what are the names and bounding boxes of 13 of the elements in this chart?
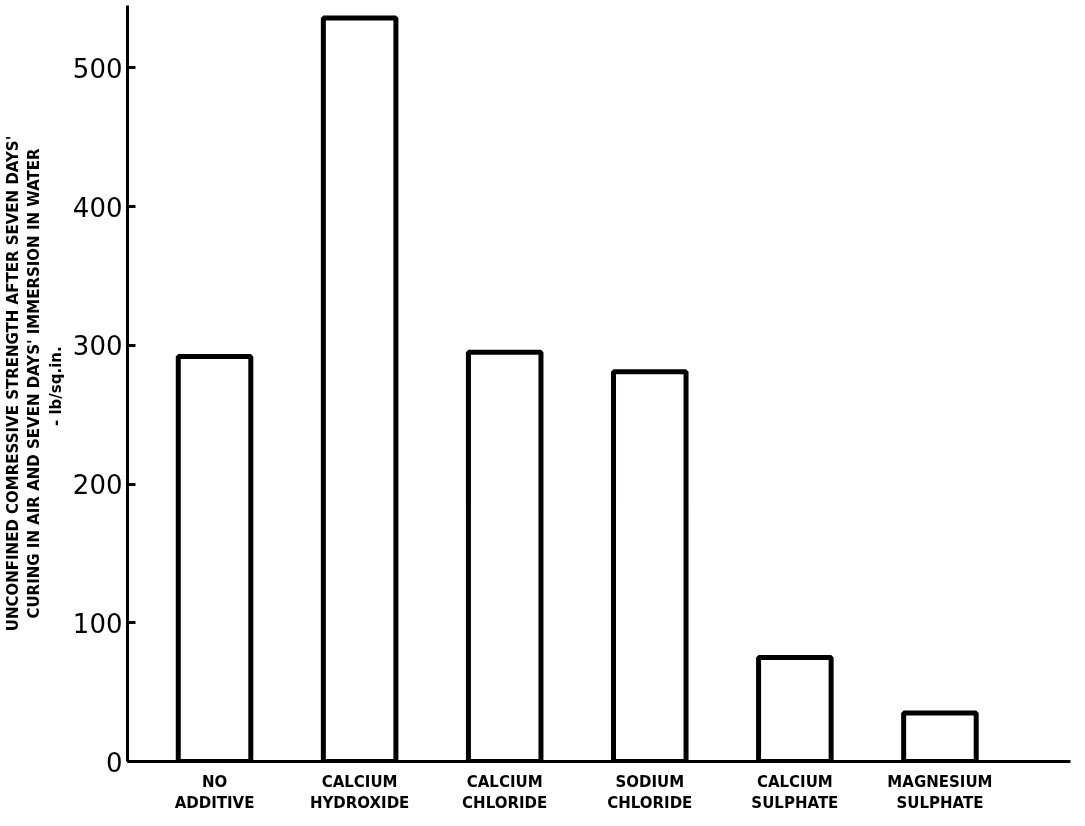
x-tick-label: CALCIUM HYDROXIDE <box>309 772 410 813</box>
y-tick-label: 500 <box>72 53 123 84</box>
y-tick-label: 400 <box>72 192 123 223</box>
y-axis-title: UNCONFINED COMRESSIVE STRENGTH AFTER SEVEN DAYS' CURING IN AIR AND SEVEN DAYS' IMMERSION IN WATER - lb/sq.in. <box>3 135 65 632</box>
x-tick-label: MAGNESIUM SULPHATE <box>887 772 993 813</box>
x-tick-label: NO ADDITIVE <box>174 772 255 813</box>
y-tick-label: 100 <box>72 608 123 639</box>
y-tick-label: 0 <box>105 747 123 778</box>
y-tick-label: 300 <box>72 331 123 362</box>
y-tick-label: 200 <box>72 470 123 501</box>
x-tick-label: SODIUM CHLORIDE <box>607 772 693 813</box>
x-tick-label: CALCIUM CHLORIDE <box>462 772 548 813</box>
x-tick-label: CALCIUM SULPHATE <box>751 772 839 813</box>
